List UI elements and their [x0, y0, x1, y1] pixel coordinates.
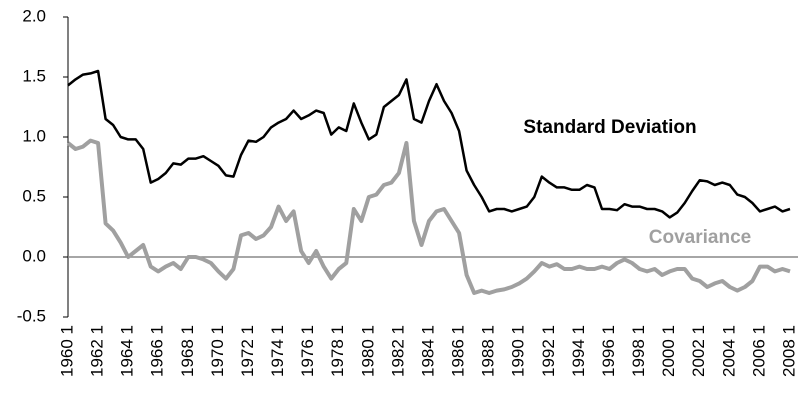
y-tick-label: 0.5: [22, 186, 46, 205]
y-tick-label: 1.0: [22, 126, 46, 145]
x-tick-label: 1980 1: [358, 325, 377, 377]
x-tick-label: 1974 1: [268, 325, 287, 377]
x-tick-label: 1960 1: [57, 325, 76, 377]
x-tick-label: 1994 1: [569, 325, 588, 377]
x-tick-label: 1988 1: [479, 325, 498, 377]
series-label: Covariance: [649, 227, 751, 248]
y-tick-label: 1.5: [22, 66, 46, 85]
x-tick-label: 1986 1: [449, 325, 468, 377]
x-tick-label: 1962 1: [88, 325, 107, 377]
y-tick-label: 0.0: [22, 246, 46, 265]
x-tick-label: 1964 1: [118, 325, 137, 377]
x-tick-label: 1976 1: [298, 325, 317, 377]
x-tick-label: 1966 1: [148, 325, 167, 377]
x-tick-label: 1972 1: [238, 325, 257, 377]
x-tick-label: 2000 1: [659, 325, 678, 377]
y-tick-label: -0.5: [17, 306, 46, 325]
x-tick-label: 1998 1: [629, 325, 648, 377]
series-line: [67, 69, 791, 219]
x-tick-label: 1992 1: [539, 325, 558, 377]
x-tick-label: 2008 1: [779, 325, 798, 377]
x-tick-label: 1996 1: [599, 325, 618, 377]
y-tick-label: 2.0: [22, 6, 46, 25]
x-tick-label: 1984 1: [418, 325, 437, 377]
x-tick-label: 2006 1: [749, 325, 768, 377]
x-tick-label: 1978 1: [328, 325, 347, 377]
x-tick-label: 1982 1: [388, 325, 407, 377]
x-tick-label: 2004 1: [719, 325, 738, 377]
x-tick-label: 1990 1: [509, 325, 528, 377]
series-line: [66, 138, 791, 295]
x-tick-label: 1970 1: [208, 325, 227, 377]
x-tick-label: 1968 1: [178, 325, 197, 377]
x-tick-label: 2002 1: [689, 325, 708, 377]
series-label: Standard Deviation: [523, 117, 696, 138]
